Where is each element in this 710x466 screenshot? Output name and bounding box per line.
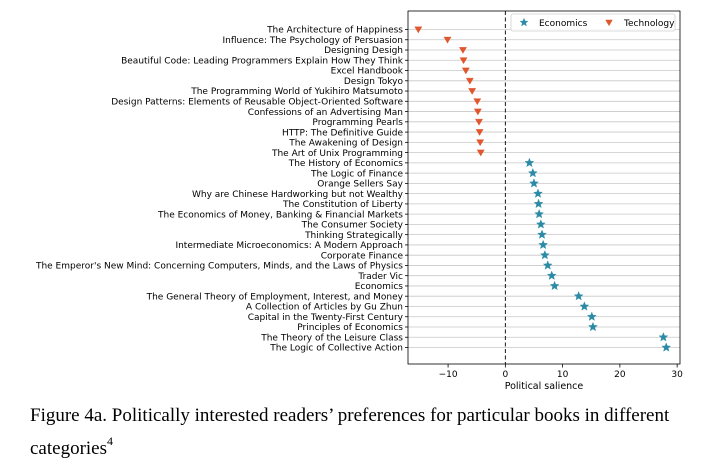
technology-point: [468, 88, 477, 95]
economics-point: [542, 260, 553, 270]
technology-point: [465, 77, 474, 85]
technology-point: [443, 36, 452, 44]
y-tick-label: Programming Pearls: [312, 118, 403, 128]
economics-point: [573, 291, 584, 301]
legend: Economics Technology: [510, 13, 676, 32]
figure-caption-line-2: categories4: [30, 434, 710, 460]
economics-point: [538, 239, 549, 250]
y-tick-label: Why are Chinese Hardworking but not Weal…: [192, 190, 404, 200]
y-tick-label: The Art of Unix Programming: [271, 149, 403, 159]
x-tick-label: 20: [614, 370, 626, 380]
economics-point: [524, 157, 535, 168]
legend-box: [510, 13, 676, 32]
x-axis-label: Political salience: [505, 381, 584, 392]
y-tick-label: Design Patterns: Elements of Reusable Ob…: [111, 98, 403, 108]
economics-point: [529, 178, 539, 188]
economics-point: [658, 332, 669, 342]
technology-point: [461, 67, 470, 75]
y-tick-label: Excel Handbook: [331, 67, 404, 77]
economics-point: [586, 311, 597, 321]
x-tick-label: 30: [671, 370, 683, 380]
y-tick-label: The Architecture of Happiness: [266, 26, 403, 36]
y-tick-label: The Consumer Society: [301, 221, 404, 231]
economics-point: [579, 301, 590, 311]
economics-point: [535, 219, 546, 229]
y-tick-label: The Logic of Finance: [310, 169, 403, 179]
y-tick-label: Trader Vic: [357, 272, 403, 282]
y-tick-label: Capital in the Twenty-First Century: [248, 313, 404, 323]
y-tick-label: The Logic of Collective Action: [269, 344, 403, 354]
economics-point: [549, 280, 560, 291]
y-tick-label: The Theory of the Leisure Class: [260, 333, 403, 343]
legend-marker-technology: [605, 19, 613, 27]
legend-label-economics: Economics: [539, 19, 588, 29]
y-tick-label: The Emperor's New Mind: Concerning Compu…: [35, 262, 403, 272]
y-tick-label: Intermediate Microeconomics: A Modern Ap…: [175, 241, 403, 251]
y-tick-label: HTTP: The Definitive Guide: [282, 128, 404, 138]
x-tick-label: 10: [557, 370, 569, 380]
legend-marker-economics: [519, 17, 529, 27]
y-tick-label: Economics: [355, 282, 404, 292]
economics-point: [539, 250, 550, 260]
economics-point: [534, 209, 545, 219]
footnote-marker: 4: [107, 434, 114, 448]
x-tick-label: 0: [502, 370, 508, 380]
scatter-chart: The Architecture of HappinessInfluence: …: [35, 10, 683, 392]
technology-point: [475, 129, 484, 136]
x-axis-ticks: −10 0 10 20 30: [439, 364, 683, 380]
y-tick-label: The Economics of Money, Banking & Financ…: [157, 210, 403, 220]
y-tick-label: Design Tokyo: [344, 77, 404, 87]
y-tick-label: Principles of Economics: [297, 323, 403, 333]
technology-point: [473, 98, 482, 106]
y-tick-label: The General Theory of Employment, Intere…: [146, 292, 404, 302]
y-tick-label: The Awakening of Design: [288, 139, 403, 149]
y-tick-label: Designing Desigh: [324, 46, 403, 56]
technology-point: [414, 26, 423, 34]
plot-area-frame: [407, 10, 681, 365]
economics-point: [661, 342, 672, 352]
technology-point: [459, 47, 467, 54]
y-tick-label: A Collection of Articles by Gu Zhun: [246, 303, 403, 313]
y-tick-label: Thinking Strategically: [304, 231, 404, 241]
technology-point: [475, 118, 483, 126]
technology-point: [459, 57, 468, 65]
y-tick-label: Corporate Finance: [321, 251, 404, 261]
economics-point: [537, 229, 547, 239]
economics-point: [527, 167, 538, 178]
legend-label-technology: Technology: [623, 19, 675, 29]
y-tick-label: Influence: The Psychology of Persuasion: [223, 36, 404, 46]
grid-lines: [408, 29, 680, 348]
x-tick-label: −10: [439, 370, 458, 380]
data-points: [414, 26, 672, 352]
y-tick-label: The History of Economics: [288, 159, 404, 169]
y-tick-label: The Constitution of Liberty: [282, 200, 404, 210]
y-tick-label: Confessions of an Advertising Man: [248, 108, 403, 118]
y-tick-labels: The Architecture of HappinessInfluence: …: [35, 26, 408, 354]
economics-point: [546, 270, 557, 280]
technology-point: [476, 139, 485, 147]
y-tick-label: Orange Sellers Say: [317, 180, 403, 190]
technology-point: [476, 149, 485, 157]
y-tick-label: Beautiful Code: Leading Programmers Expl…: [121, 56, 404, 66]
figure-caption-line-2-text: categories: [30, 438, 108, 459]
economics-point: [533, 188, 543, 198]
economics-point: [588, 321, 598, 332]
figure-caption-line-1: Figure 4a. Politically interested reader…: [30, 405, 670, 426]
technology-point: [473, 108, 482, 116]
y-tick-label: The Programming World of Yukihiro Matsum…: [190, 87, 403, 97]
economics-point: [533, 198, 544, 209]
